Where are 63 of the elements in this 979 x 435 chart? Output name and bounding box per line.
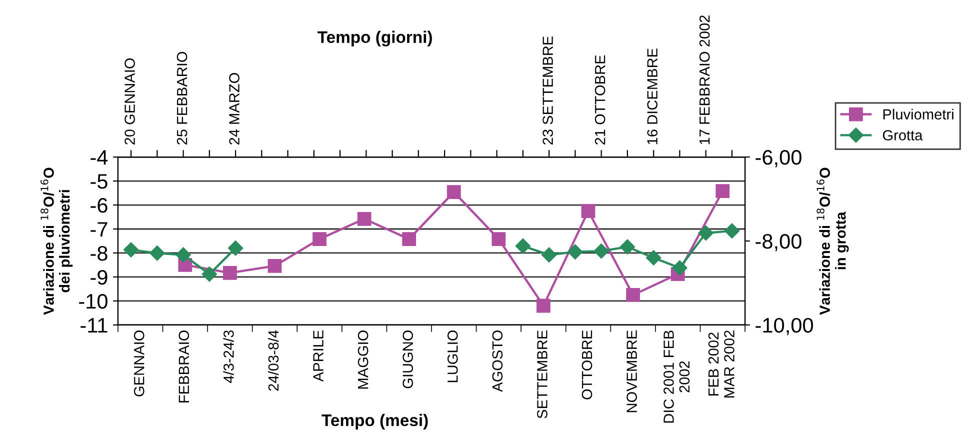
x-tick-label: 21 OTTOBRE (594, 55, 606, 144)
x-tick-label: OTTOBRE (582, 330, 592, 400)
text: Variazione di $^{18}$O/$^{16}$O in grotta (816, 168, 849, 315)
point (716, 184, 730, 198)
y-tick-label: -4 (90, 150, 108, 165)
x-tick-label: LUGLIO (447, 330, 458, 382)
x-tick-label: DIC 2001 FEB 2002 (664, 330, 690, 423)
y-tick-label: -8 (90, 246, 108, 261)
point (123, 242, 139, 258)
point (568, 244, 583, 260)
point (150, 246, 165, 261)
point (268, 258, 282, 273)
point (672, 260, 688, 276)
point (724, 223, 740, 238)
x-tick-label: GENNAIO (134, 330, 144, 396)
y-axis-title: Variazione di $^{18}$O/$^{16}$O dei pluviometri (40, 168, 73, 315)
y-tick-label: -11 (80, 318, 108, 332)
x-tick-label: FEBBRAIO (178, 330, 190, 402)
y-tick-label: -5 (90, 174, 108, 189)
x-tick-label: FEB 2002 MAR 2002 (708, 330, 734, 398)
point (312, 232, 326, 246)
point (357, 212, 372, 226)
x-tick-label: 24/03-8/4 (268, 330, 279, 391)
point (620, 239, 636, 254)
point (581, 204, 596, 218)
x-axis-title: Tempo (mesi) (322, 414, 428, 430)
point (626, 288, 640, 302)
x-tick-label: 24 MARZO (229, 72, 240, 144)
y-tick-label: -8,00 (756, 234, 802, 252)
x-tick-label: MAGGIO (358, 330, 368, 389)
legend-label: Grotta (882, 130, 923, 140)
y-tick-label: -9 (90, 270, 108, 285)
point (698, 225, 714, 241)
point (402, 232, 416, 246)
x-tick-label: SETTEMBRE (537, 330, 548, 418)
x-tick-label: 23 SETTEMBRE (542, 36, 553, 144)
point (594, 243, 609, 259)
y-tick-label: -10,00 (756, 318, 813, 336)
point (446, 185, 461, 199)
point (541, 247, 557, 262)
legend-label: Pluviometri (883, 108, 954, 120)
x-tick-label: 16 DICEMBRE (647, 48, 658, 144)
x-tick-label: 17 FEBBRAIO 2002 (699, 15, 710, 144)
x-tick-label: APRILE (313, 330, 324, 382)
point (492, 232, 506, 246)
point (646, 250, 662, 266)
x-axis-title: Tempo (giorni) (318, 30, 432, 46)
x-tick-label: AGOSTO (492, 330, 503, 392)
point (176, 247, 191, 262)
x-tick-label: NOVEMBRE (626, 330, 637, 412)
y-tick-label: -10 (79, 294, 108, 309)
y-tick-label: -7 (90, 222, 108, 237)
x-tick-label: 20 GENNAIO (124, 58, 135, 144)
point (223, 266, 237, 280)
point (536, 298, 550, 313)
x-tick-label: GIUGNO (402, 330, 414, 388)
point (202, 266, 217, 282)
point (228, 240, 244, 256)
x-tick-label: 25 FEBBARIO (176, 52, 188, 144)
point (515, 238, 531, 254)
y-tick-label: -6,00 (756, 150, 802, 168)
x-tick-label: 4/3-24/3 (223, 330, 234, 383)
y-tick-label: -6 (90, 198, 108, 213)
